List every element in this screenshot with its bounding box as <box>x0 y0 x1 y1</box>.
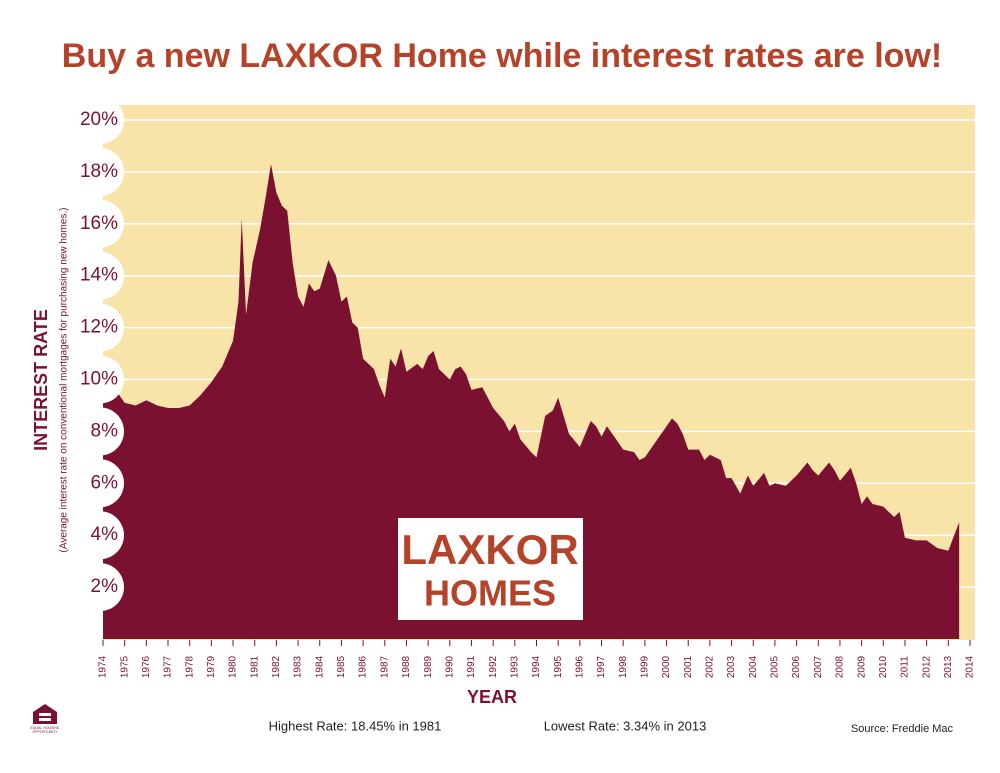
x-tick-label: 1981 <box>249 655 260 678</box>
tick-bump <box>76 355 124 404</box>
x-tick-label: 1989 <box>423 655 434 678</box>
y-tick-label: 20% <box>80 109 118 130</box>
y-tick-label: 6% <box>91 472 119 493</box>
x-tick-label: 1980 <box>228 655 239 678</box>
x-tick-label: 2011 <box>900 656 911 678</box>
x-tick-label: 2007 <box>813 655 824 678</box>
x-tick-label: 1992 <box>488 655 499 678</box>
x-tick-label: 2001 <box>683 655 694 678</box>
x-tick-label: 1985 <box>336 655 347 678</box>
x-tick-label: 1984 <box>314 655 325 678</box>
y-axis-sublabel: (Average interest rate on conventional m… <box>59 207 70 552</box>
annotation: Lowest Rate: 3.34% in 2013 <box>544 718 707 733</box>
y-tick-label: 14% <box>80 265 118 286</box>
y-tick-label: 2% <box>91 576 119 597</box>
x-tick-label: 1976 <box>141 655 152 678</box>
y-tick-label: 12% <box>80 317 118 338</box>
x-tick-label: 1993 <box>509 655 520 678</box>
x-tick-label: 2013 <box>943 655 954 678</box>
x-tick-label: 2003 <box>726 655 737 678</box>
x-tick-label: 1978 <box>184 655 195 678</box>
tick-bump <box>76 511 124 560</box>
x-tick-label: 1990 <box>444 655 455 678</box>
y-axis-label: INTEREST RATE <box>31 309 51 451</box>
x-tick-label: 2009 <box>856 655 867 678</box>
x-tick-label: 1996 <box>574 655 585 678</box>
housing-badge: EQUAL HOUSING OPPORTUNITY <box>30 704 60 734</box>
x-tick-label: 2010 <box>878 655 889 678</box>
x-tick-label: 1991 <box>466 655 477 678</box>
x-tick-label: 1987 <box>379 655 390 678</box>
y-tick-label: 4% <box>91 524 119 545</box>
tick-bump <box>76 563 124 612</box>
x-tick-label: 2004 <box>748 655 759 678</box>
tick-bump <box>76 407 124 456</box>
x-tick-label: 2000 <box>661 655 672 678</box>
x-tick-label: 1986 <box>358 655 369 678</box>
x-tick-label: 2005 <box>770 655 781 678</box>
logo-text: HOMES <box>424 573 556 614</box>
logo-box <box>398 518 583 620</box>
x-tick-label: 2006 <box>791 655 802 678</box>
y-tick-label: 18% <box>80 161 118 182</box>
x-tick-label: 1977 <box>163 655 174 678</box>
badge-text: EQUAL HOUSING <box>30 726 59 730</box>
x-tick-label: 1988 <box>401 655 412 678</box>
x-tick-label: 1983 <box>293 655 304 678</box>
x-tick-label: 1974 <box>98 655 109 678</box>
x-tick-label: 1995 <box>553 655 564 678</box>
x-tick-label: 1999 <box>640 655 651 678</box>
badge-text: OPPORTUNITY <box>32 730 58 734</box>
x-tick-label: 2002 <box>705 655 716 678</box>
x-tick-label: 1975 <box>119 655 130 678</box>
x-tick-label: 1997 <box>596 655 607 678</box>
x-tick-label: 1982 <box>271 655 282 678</box>
source: Source: Freddie Mac <box>851 723 954 735</box>
tick-bump <box>76 147 124 196</box>
tick-bump <box>76 459 124 508</box>
chart-title: Buy a new LAXKOR Home while interest rat… <box>62 37 942 75</box>
x-tick-label: 2014 <box>965 655 976 678</box>
y-tick-label: 8% <box>91 420 119 441</box>
y-tick-label: 10% <box>80 369 118 390</box>
x-axis-label: YEAR <box>467 687 517 707</box>
x-tick-label: 1994 <box>531 655 542 678</box>
tick-bump <box>76 251 124 300</box>
x-tick-label: 2012 <box>921 655 932 678</box>
tick-bump <box>76 303 124 352</box>
tick-bump <box>76 96 124 144</box>
x-tick-label: 1998 <box>618 655 629 678</box>
x-tick-label: 2008 <box>835 655 846 678</box>
tick-bump <box>76 199 124 248</box>
x-tick-label: 1979 <box>206 655 217 678</box>
area <box>103 164 960 640</box>
y-tick-label: 16% <box>80 213 118 234</box>
annotation: Highest Rate: 18.45% in 1981 <box>269 718 442 733</box>
logo-text: LAXKOR <box>401 526 578 573</box>
